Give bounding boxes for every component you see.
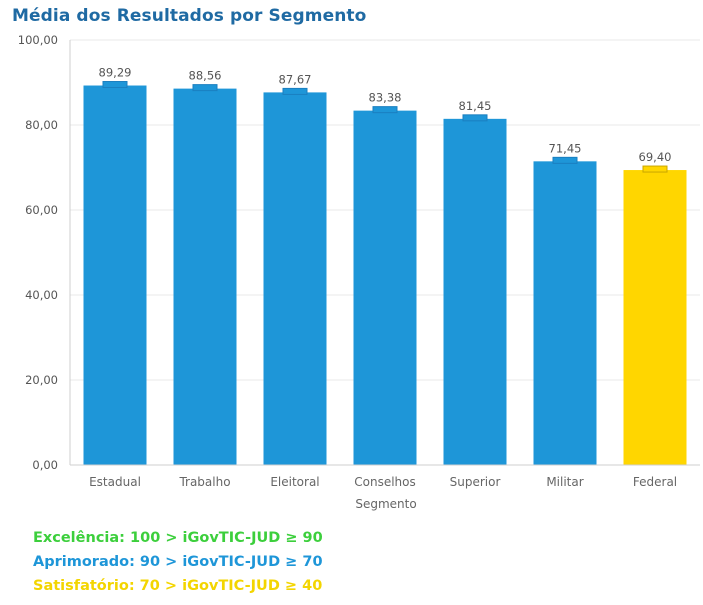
- bar-cap: [192, 84, 218, 92]
- x-tick-label: Conselhos: [354, 475, 416, 489]
- y-tick-label: 40,00: [25, 288, 58, 302]
- bar: [83, 85, 147, 465]
- data-label: 83,38: [369, 91, 402, 105]
- x-tick-label: Trabalho: [178, 475, 230, 489]
- bar-cap: [642, 165, 668, 173]
- data-label: 69,40: [639, 150, 672, 164]
- data-label: 87,67: [279, 72, 312, 86]
- bars: 89,29 88,56 87,67 83,38 81,45 71,45 69,40: [83, 66, 687, 466]
- bar-cap: [462, 114, 488, 122]
- legend-item-satisfatorio: Satisfatório: 70 > iGovTIC-JUD ≥ 40: [33, 578, 323, 594]
- x-tick-label: Superior: [450, 475, 501, 489]
- x-tick-label: Estadual: [89, 475, 141, 489]
- chart-title: Média dos Resultados por Segmento: [12, 6, 367, 26]
- y-tick-label: 80,00: [25, 118, 58, 132]
- bar-cap: [282, 87, 308, 95]
- data-label: 71,45: [549, 141, 582, 155]
- x-axis-title: Segmento: [355, 497, 416, 511]
- bar: [443, 118, 507, 466]
- bar: [263, 92, 327, 465]
- x-tick-label: Federal: [633, 475, 677, 489]
- bar: [533, 161, 597, 465]
- y-tick-label: 0,00: [32, 458, 58, 472]
- legend: Excelência: 100 > iGovTIC-JUD ≥ 90 Aprim…: [33, 526, 323, 598]
- bar: [623, 170, 687, 466]
- legend-item-excelencia: Excelência: 100 > iGovTIC-JUD ≥ 90: [33, 530, 323, 546]
- bar-cap: [102, 81, 128, 89]
- y-axis: 0,00 20,00 40,00 60,00 80,00 100,00: [18, 33, 71, 472]
- x-tick-label: Eleitoral: [270, 475, 319, 489]
- x-axis: Estadual Trabalho Eleitoral Conselhos Superi…: [70, 464, 700, 489]
- bar-cap: [372, 106, 398, 114]
- x-tick-label: Militar: [546, 475, 583, 489]
- bar: [353, 110, 417, 465]
- data-label: 81,45: [459, 99, 492, 113]
- y-tick-label: 20,00: [25, 373, 58, 387]
- y-tick-label: 100,00: [18, 33, 58, 47]
- bar-chart: 0,00 20,00 40,00 60,00 80,00 100,00 89,29 88,5…: [18, 33, 700, 511]
- data-label: 89,29: [99, 66, 132, 80]
- legend-item-aprimorado: Aprimorado: 90 > iGovTIC-JUD ≥ 70: [33, 554, 323, 570]
- data-label: 88,56: [189, 69, 222, 83]
- bar: [173, 88, 237, 466]
- bar-cap: [552, 156, 578, 164]
- y-tick-label: 60,00: [25, 203, 58, 217]
